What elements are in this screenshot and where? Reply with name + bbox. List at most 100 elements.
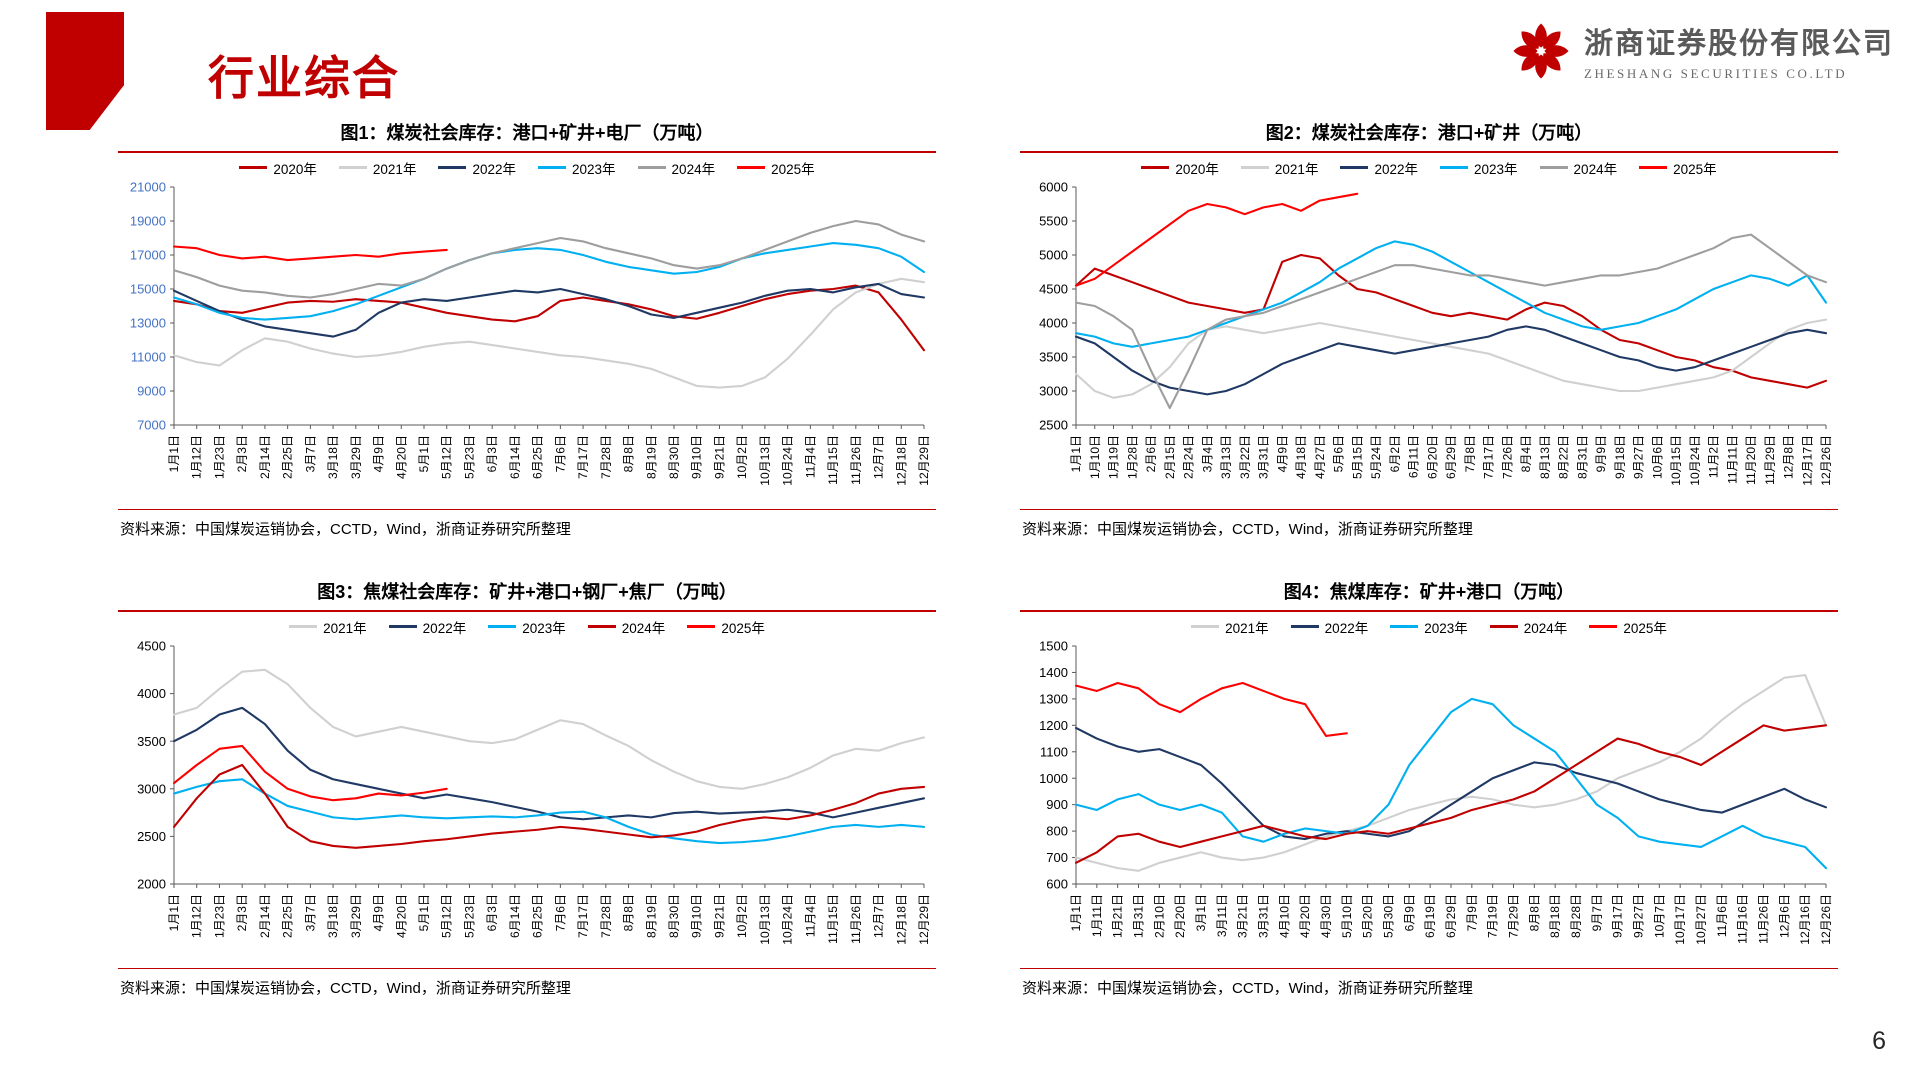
legend-swatch-icon (1240, 166, 1269, 170)
legend-item: 2021年 (1191, 617, 1269, 637)
y-axis-label: 1100 (1040, 744, 1068, 759)
x-axis-label: 1月11日 (1090, 894, 1104, 937)
x-axis-label: 7月6日 (553, 435, 567, 472)
x-axis-label: 2月3日 (235, 435, 249, 472)
x-axis-label: 1月1日 (167, 894, 181, 931)
y-axis-label: 600 (1046, 876, 1068, 891)
legend-label: 2024年 (671, 161, 716, 177)
legend-label: 2020年 (273, 161, 317, 177)
chart-svg: 2000 2500 3000 3500 4000 4500 1月1日 1月12日 1月23日 2月… (137, 638, 931, 945)
x-axis-label: 6月14日 (508, 435, 522, 479)
legend-label: 2022年 (1324, 620, 1369, 636)
x-axis-label: 7月17日 (1482, 435, 1496, 479)
legend-swatch-icon (488, 625, 517, 629)
x-axis-label: 4月10日 (1277, 894, 1291, 938)
legend-swatch-icon (239, 166, 268, 170)
company-flower-icon (1513, 23, 1569, 79)
legend-swatch-icon (1489, 625, 1518, 629)
x-axis-label: 8月30日 (667, 435, 681, 479)
x-axis-label: 9月18日 (1613, 435, 1627, 479)
x-axis-label: 12月7日 (872, 435, 886, 479)
red-corner-block (46, 12, 124, 130)
x-axis-label: 11月6日 (1715, 894, 1729, 937)
charts-grid: 图1：煤炭社会库存：港口+矿井+电厂（万吨） 2020年 2021年 2022年 20… (118, 120, 1838, 998)
y-axis-label: 1400 (1039, 665, 1068, 680)
x-axis-label: 7月17日 (576, 435, 590, 479)
x-axis-label: 5月10日 (1340, 894, 1354, 938)
x-axis-label: 2月10日 (1152, 894, 1166, 938)
x-axis-label: 8月28日 (1569, 894, 1583, 938)
y-axis-label: 1300 (1039, 691, 1068, 706)
x-axis-label: 2月15日 (1163, 435, 1177, 479)
x-axis-label: 10月24日 (781, 894, 795, 945)
legend-swatch-icon (637, 166, 666, 170)
x-axis-label: 10月24日 (1688, 435, 1702, 486)
x-axis-label: 1月28日 (1125, 435, 1139, 479)
x-axis-label: 8月4日 (1519, 435, 1533, 472)
x-axis-label: 2月20日 (1173, 894, 1187, 938)
x-axis-label: 4月9日 (1275, 435, 1289, 472)
y-axis-label: 9000 (137, 383, 166, 398)
legend-item: 2025年 (1589, 617, 1667, 637)
series-line-2022年 (1074, 726, 1828, 840)
legend-swatch-icon (1340, 166, 1369, 170)
x-axis-label: 1月1日 (1069, 435, 1083, 472)
legend-swatch-icon (1390, 625, 1419, 629)
legend-item: 2021年 (289, 617, 367, 637)
series-line-2022年 (1074, 324, 1828, 396)
legend-item: 2024年 (1539, 158, 1617, 178)
x-axis-label: 4月9日 (372, 435, 386, 472)
legend-label: 2022年 (422, 620, 467, 636)
x-axis-label: 5月23日 (462, 435, 476, 479)
x-axis-label: 4月18日 (1294, 435, 1308, 479)
x-axis-label: 5月6日 (1332, 435, 1346, 472)
x-axis-label: 8月8日 (622, 435, 636, 472)
y-axis-label: 1200 (1039, 718, 1068, 733)
x-axis-label: 11月20日 (1744, 435, 1758, 485)
legend-swatch-icon (687, 625, 716, 629)
legend-label: 2021年 (1274, 161, 1319, 177)
chart-panel-figure3: 图3：焦煤社会库存：矿井+港口+钢厂+焦厂（万吨） 2021年 2022年 2023… (118, 579, 936, 998)
chart-plot: 2021年 2022年 2023年 2024年 2025年 600 700 800 900 10… (1020, 612, 1838, 968)
x-axis-label: 1月12日 (190, 435, 204, 479)
company-name-cn: 浙商证券股份有限公司 (1583, 28, 1894, 60)
chart-plot: 2020年 2021年 2022年 2023年 2024年 2025年 7000 9000 1… (118, 153, 936, 509)
x-axis-label: 9月21日 (712, 435, 726, 479)
x-axis-label: 11月26日 (1757, 894, 1771, 944)
x-axis-label: 9月10日 (690, 435, 704, 479)
x-axis-label: 12月7日 (872, 894, 886, 938)
y-axis-label: 900 (1046, 797, 1068, 812)
legend-item: 2024年 (587, 617, 665, 637)
x-axis-label: 10月7日 (1652, 894, 1666, 938)
x-axis-label: 5月12日 (440, 435, 454, 479)
y-axis-label: 4000 (1039, 315, 1068, 330)
y-axis-label: 19000 (130, 213, 166, 228)
legend-item: 2023年 (488, 617, 566, 637)
y-axis-label: 3000 (137, 781, 166, 796)
legend-swatch-icon (438, 166, 467, 170)
x-axis-label: 2月3日 (235, 894, 249, 931)
x-axis-label: 7月19日 (1486, 894, 1500, 938)
y-axis-label: 2000 (137, 876, 166, 891)
legend-swatch-icon (1290, 625, 1319, 629)
title-rule (118, 610, 936, 612)
x-axis-label: 4月20日 (1298, 894, 1312, 938)
x-axis-label: 5月1日 (417, 894, 431, 931)
legend-label: 2023年 (572, 161, 616, 177)
chart-canvas: 2000 2500 3000 3500 4000 4500 1月1日 1月12日 1月23日 2月… (118, 638, 936, 968)
series-line-2025年 (1074, 681, 1348, 737)
source-rule (118, 508, 936, 511)
x-axis-label: 11月26日 (849, 435, 863, 485)
source-text: 资料来源：中国煤炭运销协会，CCTD，Wind，浙商证券研究所整理 (1022, 521, 1473, 539)
series-line-2024年 (172, 763, 926, 849)
x-axis-label: 2月14日 (258, 894, 272, 938)
y-axis-label: 3500 (1039, 349, 1068, 364)
x-axis-label: 5月12日 (440, 894, 454, 938)
x-axis-label: 8月22日 (1557, 435, 1571, 479)
x-axis-label: 2月6日 (1144, 435, 1158, 472)
x-axis-label: 3月13日 (1219, 435, 1233, 479)
x-axis-label: 8月19日 (644, 894, 658, 938)
x-axis-label: 12月26日 (1819, 894, 1833, 945)
x-axis-label: 6月20日 (1425, 435, 1439, 479)
series-line-2022年 (172, 282, 926, 338)
